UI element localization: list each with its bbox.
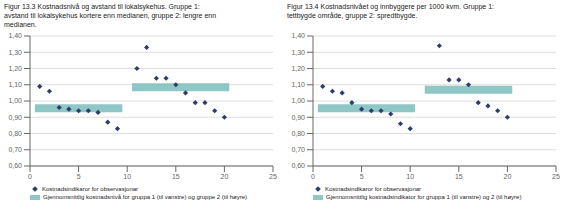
svg-text:0,90: 0,90 [8, 114, 22, 121]
svg-text:0,80: 0,80 [291, 130, 305, 137]
html-text:medianen.: medianen. [4, 21, 37, 28]
svg-text:0,90: 0,90 [291, 114, 305, 121]
svg-text:1,10: 1,10 [8, 81, 22, 88]
svg-text:1,10: 1,10 [291, 81, 305, 88]
svg-text:5: 5 [77, 173, 81, 180]
svg-text:10: 10 [123, 173, 131, 180]
svg-text:1,40: 1,40 [291, 32, 305, 39]
svg-text:0: 0 [311, 173, 315, 180]
svg-text:25: 25 [552, 173, 558, 180]
svg-text:1,40: 1,40 [8, 32, 22, 39]
html-text:Figur 13.3 Kostnadsnivå og avs: Figur 13.3 Kostnadsnivå og avstand til l… [4, 3, 200, 10]
svg-text:5: 5 [360, 173, 364, 180]
svg-text:10: 10 [406, 173, 414, 180]
svg-text:0,80: 0,80 [8, 130, 22, 137]
svg-text:0,60: 0,60 [291, 162, 305, 169]
svg-text:0,70: 0,70 [8, 146, 22, 153]
svg-text:25: 25 [269, 173, 277, 180]
svg-text:0,70: 0,70 [291, 146, 305, 153]
svg-text:0,60: 0,60 [8, 162, 22, 169]
svg-text:1,20: 1,20 [291, 65, 305, 72]
svg-text:1,30: 1,30 [291, 49, 305, 56]
svg-text:1,00: 1,00 [291, 97, 305, 104]
svg-text:1,20: 1,20 [8, 65, 22, 72]
html-text:Kostnadsindikaror for observas: Kostnadsindikaror for observasjonar [325, 186, 422, 192]
html-text:Figur 13.4 Kostnadsnivået og i: Figur 13.4 Kostnadsnivået og innbyggere … [287, 3, 494, 10]
svg-text:20: 20 [221, 173, 229, 180]
html-text:Kostnadsindikaror for observas: Kostnadsindikaror for observasjonar [42, 186, 139, 192]
svg-text:0: 0 [28, 173, 32, 180]
svg-text:15: 15 [172, 173, 180, 180]
svg-text:15: 15 [455, 173, 463, 180]
svg-text:20: 20 [504, 173, 512, 180]
html-text:Gjennomsnittlig kostnadsnivå f: Gjennomsnittlig kostnadsnivå for gruppa … [43, 194, 248, 200]
svg-text:1,00: 1,00 [8, 97, 22, 104]
html-text:tettbygde område, gruppe 2: sp: tettbygde område, gruppe 2: spredtbygde. [287, 12, 418, 19]
html-text:Gjennomsnittlig kostnadsindika: Gjennomsnittlig kostnadsindikator for gr… [326, 194, 522, 200]
svg-text:1,30: 1,30 [8, 49, 22, 56]
html-text:avstand til lokalsykehus korte: avstand til lokalsykehus kortere enn med… [4, 12, 217, 19]
